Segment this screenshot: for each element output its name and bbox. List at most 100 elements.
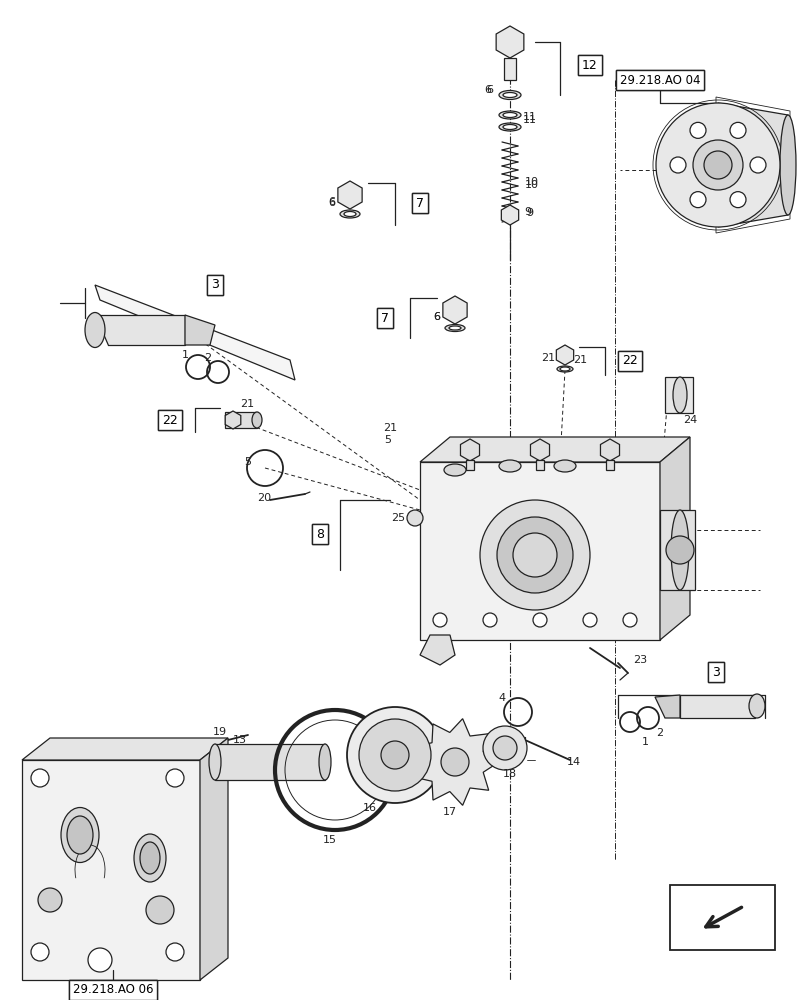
Text: 2: 2 [655,728,663,738]
Ellipse shape [251,412,262,428]
Circle shape [432,613,446,627]
Ellipse shape [502,93,517,98]
Circle shape [665,536,693,564]
Polygon shape [337,181,362,209]
Bar [535,460,543,470]
Circle shape [749,157,765,173]
Polygon shape [659,437,689,640]
Text: 7: 7 [415,197,423,210]
Text: 3: 3 [711,666,719,678]
Text: 23: 23 [632,655,646,665]
Polygon shape [413,719,499,805]
Circle shape [689,192,705,208]
Ellipse shape [672,377,686,413]
Text: 7: 7 [415,197,423,210]
Text: 2: 2 [204,353,212,363]
Ellipse shape [208,744,221,780]
Text: 21: 21 [540,353,555,363]
Text: 29.218.AO 04: 29.218.AO 04 [619,74,699,87]
Bar [504,58,515,80]
Polygon shape [419,437,689,462]
Circle shape [513,533,556,577]
Ellipse shape [499,460,521,472]
Text: 29.218.AO 06: 29.218.AO 06 [73,983,153,996]
Bar [659,510,694,590]
Circle shape [703,151,731,179]
Text: 7: 7 [380,312,388,324]
Text: 11: 11 [522,115,536,125]
Text: 22: 22 [162,414,178,426]
Ellipse shape [344,212,355,217]
Text: 24: 24 [682,415,697,425]
Ellipse shape [319,744,331,780]
Bar [605,460,613,470]
Circle shape [729,192,745,208]
Text: 11: 11 [522,112,536,122]
Circle shape [406,510,423,526]
Ellipse shape [499,111,521,119]
Text: 4: 4 [498,693,505,703]
Polygon shape [225,411,241,429]
Text: 16: 16 [363,803,376,813]
Circle shape [380,741,409,769]
Circle shape [582,613,596,627]
Ellipse shape [748,694,764,718]
Text: 7: 7 [380,312,388,324]
Ellipse shape [134,834,165,882]
Polygon shape [419,462,659,640]
Circle shape [689,122,705,138]
Text: 6: 6 [433,312,440,322]
Polygon shape [654,695,679,718]
Ellipse shape [444,324,465,332]
Text: 3: 3 [211,278,219,292]
Ellipse shape [67,816,93,854]
Text: 22: 22 [621,355,637,367]
Ellipse shape [553,460,575,472]
Text: 1: 1 [182,350,188,360]
Text: 6: 6 [328,198,335,208]
Bar [215,744,324,780]
Ellipse shape [448,326,461,330]
Text: 1: 1 [641,737,648,747]
Circle shape [655,103,779,227]
Text: 3: 3 [711,666,719,678]
Text: 9: 9 [524,207,531,217]
Text: 5: 5 [384,435,391,445]
Text: 10: 10 [525,180,539,190]
Bar [225,412,257,428]
Polygon shape [22,738,228,760]
Text: 29.218.AO 06: 29.218.AO 06 [73,983,153,996]
Circle shape [622,613,636,627]
Text: 14: 14 [566,757,581,767]
Ellipse shape [340,210,359,218]
Text: 3: 3 [211,278,219,292]
Circle shape [146,896,174,924]
Text: 6: 6 [433,312,440,322]
Circle shape [31,769,49,787]
Circle shape [440,748,469,776]
Polygon shape [442,296,466,324]
Ellipse shape [499,91,521,100]
Text: 12: 12 [581,59,597,72]
Circle shape [346,707,443,803]
Circle shape [165,769,184,787]
Text: 25: 25 [390,513,405,523]
Ellipse shape [502,113,517,118]
Ellipse shape [670,510,689,590]
Circle shape [88,948,112,972]
Circle shape [483,613,496,627]
Text: 21: 21 [573,355,586,365]
Ellipse shape [85,312,105,348]
Polygon shape [95,285,294,380]
Text: 18: 18 [502,769,517,779]
Text: 6: 6 [486,85,493,95]
Ellipse shape [779,115,795,215]
Ellipse shape [139,842,160,874]
Circle shape [479,500,590,610]
Polygon shape [717,103,787,227]
Circle shape [496,517,573,593]
Circle shape [669,157,685,173]
Text: 29.218.AO 04: 29.218.AO 04 [619,74,699,87]
Text: 8: 8 [315,528,324,540]
Circle shape [31,943,49,961]
